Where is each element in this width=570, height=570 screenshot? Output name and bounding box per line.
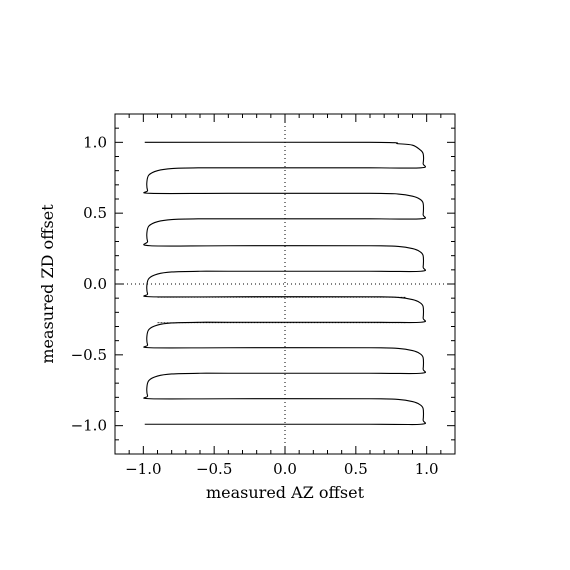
y-tick-label: 0.5 (83, 204, 107, 222)
x-tick-label: 1.0 (415, 460, 439, 478)
y-tick-label: −0.5 (71, 346, 107, 364)
y-tick-labels: −1.0 −0.5 0.0 0.5 1.0 (71, 133, 107, 434)
reference-lines (115, 114, 455, 454)
x-tick-label: 0.0 (273, 460, 297, 478)
x-tick-labels: −1.0 −0.5 0.0 0.5 1.0 (125, 460, 438, 478)
y-tick-label: 0.0 (83, 275, 107, 293)
y-tick-label: 1.0 (83, 133, 107, 151)
y-axis-label: measured ZD offset (38, 204, 57, 364)
x-tick-label: −1.0 (125, 460, 161, 478)
x-axis-label: measured AZ offset (206, 483, 365, 502)
minor-ticks (115, 114, 455, 454)
scan-path-series (143, 141, 427, 426)
y-tick-label: −1.0 (71, 417, 107, 435)
x-tick-label: 0.5 (344, 460, 368, 478)
series-layer (143, 141, 427, 426)
x-tick-label: −0.5 (196, 460, 232, 478)
